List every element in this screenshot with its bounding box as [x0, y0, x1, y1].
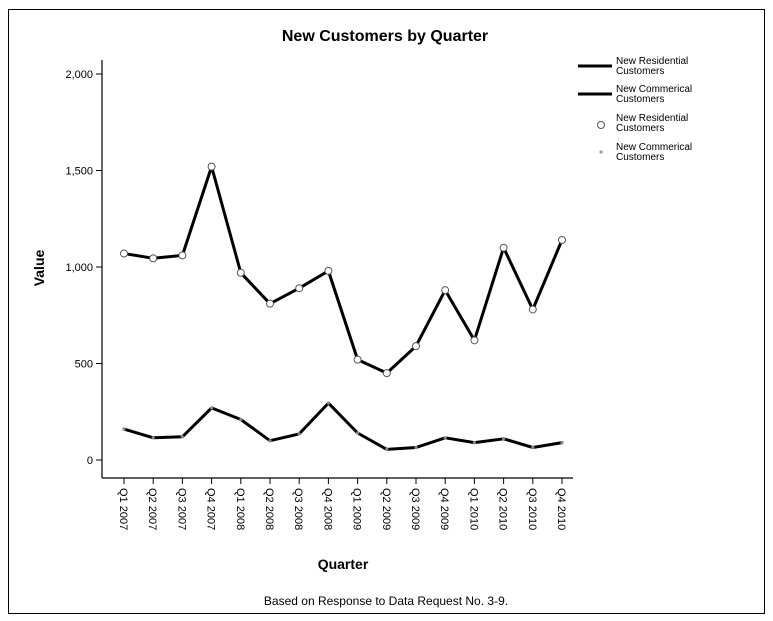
axes [101, 60, 573, 479]
residential-data-point [558, 235, 566, 244]
y-tick-label: 0 [87, 455, 93, 467]
commercial-data-point [560, 441, 564, 445]
residential-data-point [236, 268, 245, 277]
y-ticks: 0 500 1,000 1,500 2,000 [65, 69, 102, 467]
commercial-data-point [239, 417, 243, 422]
legend-label: New Residential [616, 113, 688, 124]
y-tick-label: 1,500 [65, 166, 93, 178]
commercial-data-point [151, 436, 155, 440]
x-tick-label: Q1 2007 [117, 488, 129, 530]
x-tick-label: Q4 2010 [555, 488, 567, 530]
x-tick-label: Q4 2007 [205, 488, 217, 530]
residential-data-point [499, 243, 508, 252]
residential-data-point [441, 286, 450, 295]
legend-label: New Commerical [616, 84, 692, 95]
y-tick-label: 2,000 [65, 69, 93, 81]
residential-data-point [207, 162, 216, 171]
residential-data-point [382, 369, 391, 378]
commercial-data-point [122, 427, 126, 431]
residential-data-point [178, 251, 187, 260]
commercial-data-point [472, 441, 476, 445]
y-axis-title: Value [31, 250, 47, 287]
commercial-data-point [210, 406, 214, 410]
commercial-data-point [180, 435, 184, 439]
legend-label: Customers [616, 152, 664, 163]
x-tick-label: Q4 2008 [321, 488, 333, 530]
y-tick-label: 500 [75, 359, 93, 371]
x-tick-label: Q1 2009 [351, 488, 363, 530]
commercial-data-point [326, 401, 330, 405]
residential-data-point [324, 266, 333, 275]
residential-data-point [470, 336, 479, 345]
commercial-data-point [268, 439, 272, 443]
y-tick-label: 1,000 [65, 262, 93, 274]
x-ticks: Q1 2007 Q2 2007 Q3 2007 Q4 2007 Q1 2008 Q2 20… [117, 478, 567, 530]
x-tick-label: Q3 2009 [409, 488, 421, 530]
legend-label: Customers [616, 123, 664, 134]
x-tick-label: Q2 2010 [497, 488, 509, 530]
residential-data-point [528, 305, 537, 314]
commercial-data-point [443, 436, 447, 440]
x-tick-label: Q2 2008 [263, 488, 275, 530]
residential-data-point [412, 342, 420, 351]
legend-dot-symbol [599, 150, 603, 154]
commercial-data-point [297, 432, 301, 436]
residential-data-point [353, 355, 362, 364]
legend-label: New Residential [616, 56, 688, 67]
commercial-data-point [531, 445, 535, 450]
footnote: Based on Response to Data Request No. 3-… [264, 594, 508, 608]
commercial-data-point [356, 431, 360, 435]
commercial-data-point [414, 445, 418, 450]
x-axis-title: Quarter [318, 556, 369, 572]
residential-data-point [149, 254, 158, 263]
legend-label: New Commerical [616, 142, 692, 153]
x-tick-label: Q2 2009 [380, 488, 392, 530]
chart-title: New Customers by Quarter [282, 28, 488, 45]
residential-data-point [295, 284, 304, 293]
commercial-data-point [502, 437, 506, 441]
x-tick-label: Q3 2007 [175, 488, 187, 530]
legend-label: Customers [616, 94, 664, 105]
legend-label: Customers [616, 66, 664, 77]
x-tick-label: Q3 2010 [526, 488, 538, 530]
x-tick-label: Q2 2007 [146, 488, 158, 530]
x-tick-label: Q1 2010 [467, 488, 479, 530]
commercial-data-point [385, 447, 389, 451]
residential-series-line [122, 165, 564, 375]
x-tick-label: Q4 2009 [438, 488, 450, 530]
legend-circle-symbol [597, 121, 605, 129]
commercial-series-line [122, 401, 564, 451]
chart-frame [8, 9, 765, 614]
residential-data-point [120, 249, 128, 258]
x-tick-label: Q3 2008 [292, 488, 304, 530]
residential-data-point [266, 299, 274, 308]
series-group [120, 162, 566, 451]
x-tick-label: Q1 2008 [234, 488, 246, 530]
